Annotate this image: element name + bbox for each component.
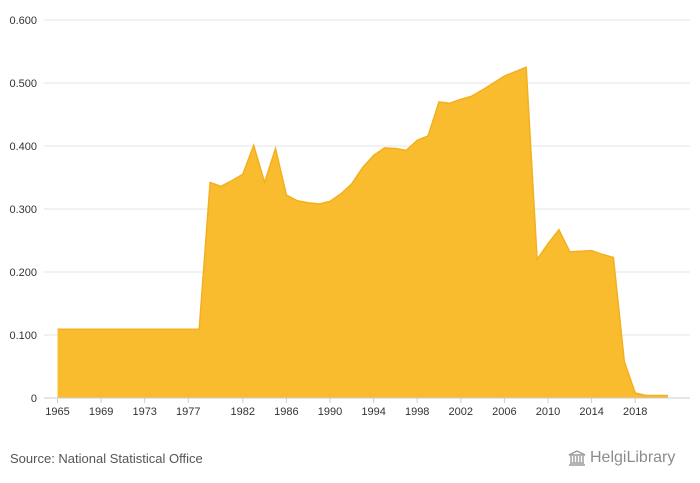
- x-tick-label: 1994: [361, 406, 385, 418]
- x-tick-label: 2018: [623, 406, 647, 418]
- x-tick-label: 2010: [536, 406, 560, 418]
- y-tick-label: 0.200: [9, 267, 37, 279]
- y-tick-label: 0.600: [9, 15, 37, 27]
- source-note: Source: National Statistical Office: [10, 451, 203, 466]
- x-tick-label: 1986: [274, 406, 298, 418]
- x-axis-ticks: 1965 1969 1973 1977 1982 1986 1990 1994 1998 2002…: [45, 398, 647, 418]
- x-tick-label: 1998: [405, 406, 429, 418]
- x-tick-label: 1982: [231, 406, 255, 418]
- y-axis-ticks: 0 0.100 0.200 0.300 0.400 0.500 0.600: [9, 15, 37, 405]
- x-tick-label: 2006: [492, 406, 516, 418]
- y-tick-label: 0.300: [9, 204, 37, 216]
- y-tick-label: 0.100: [9, 330, 37, 342]
- x-tick-label: 1965: [45, 406, 69, 418]
- building-icon: [568, 450, 586, 466]
- y-tick-label: 0.400: [9, 141, 37, 153]
- area-chart: 0 0.100 0.200 0.300 0.400 0.500 0.600 1965 1969…: [9, 15, 690, 418]
- x-tick-label: 1969: [89, 406, 113, 418]
- x-tick-label: 2014: [579, 406, 603, 418]
- brand-logo: HelgiLibrary: [568, 449, 675, 467]
- series-area: [57, 67, 668, 398]
- x-tick-label: 1990: [318, 406, 342, 418]
- x-tick-label: 1973: [132, 406, 156, 418]
- x-tick-label: 1977: [176, 406, 200, 418]
- y-tick-label: 0: [31, 393, 37, 405]
- y-tick-label: 0.500: [9, 78, 37, 90]
- x-tick-label: 2002: [449, 406, 473, 418]
- series-line: [57, 66, 668, 397]
- series-layer: [57, 66, 668, 398]
- brand-name: HelgiLibrary: [590, 449, 676, 466]
